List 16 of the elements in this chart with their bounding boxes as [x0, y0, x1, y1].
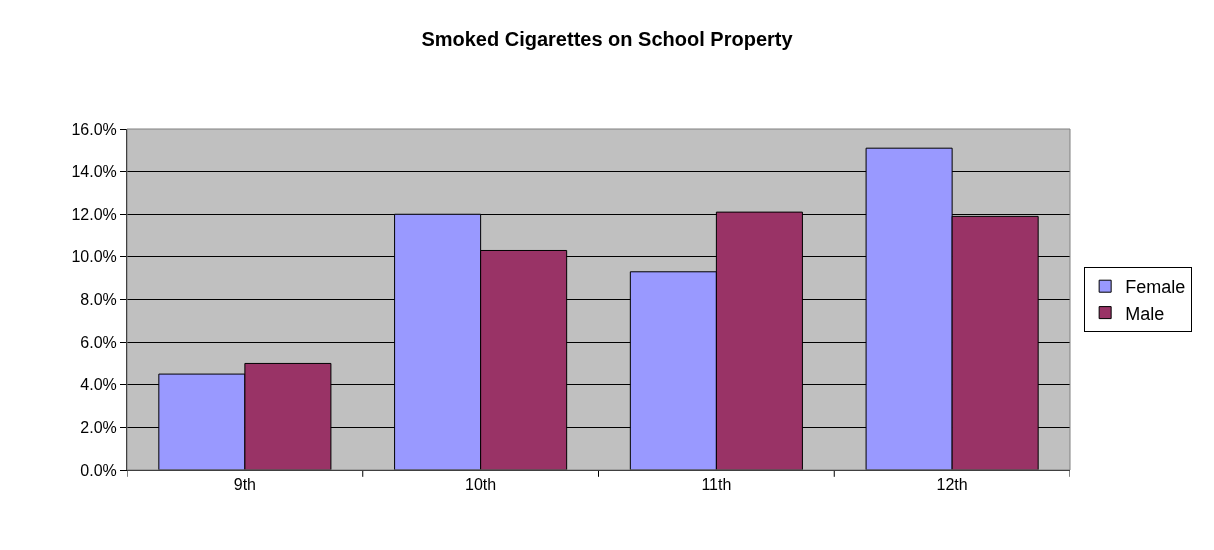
y-tick-label: 2.0%	[80, 418, 117, 436]
y-tick-label: 10.0%	[71, 248, 117, 266]
y-tick-label: 4.0%	[80, 376, 117, 394]
legend-label: Female	[1125, 277, 1186, 298]
chart-title: Smoked Cigarettes on School Property	[421, 27, 794, 50]
y-tick-label: 12.0%	[71, 205, 117, 223]
y-tick-label: 16.0%	[71, 120, 117, 138]
x-tick-label: 9th	[233, 476, 257, 494]
x-tick-label: 12th	[936, 476, 968, 494]
y-tick-label: 8.0%	[80, 291, 117, 309]
y-tick-label: 14.0%	[71, 163, 117, 181]
legend-label: Male	[1125, 303, 1165, 324]
y-tick-label: 6.0%	[80, 333, 117, 351]
y-tick-label: 0.0%	[80, 461, 117, 479]
x-tick-label: 10th	[465, 476, 497, 494]
x-tick-label: 11th	[701, 476, 732, 494]
